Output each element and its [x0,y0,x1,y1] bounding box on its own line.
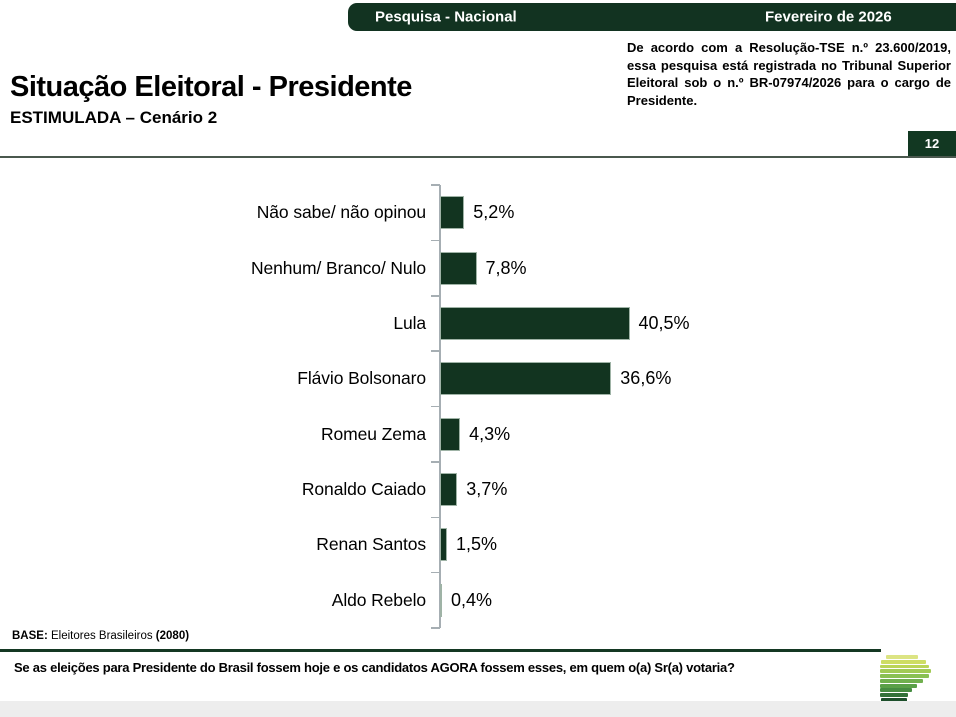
value-label: 4,3% [469,423,511,444]
category-label: Nenhum/ Branco/ Nulo [250,257,426,278]
logo-stripe [881,698,907,702]
chart-row: Flávio Bolsonaro 36,6% [0,351,956,406]
bar [440,417,461,451]
page-subtitle: ESTIMULADA – Cenário 2 [10,108,218,127]
value-label: 5,2% [473,202,515,223]
logo-stripe [886,655,918,659]
category-label: Aldo Rebelo [331,589,426,610]
value-label: 40,5% [638,312,690,333]
bar [440,473,458,507]
header-bar: Pesquisa - Nacional Fevereiro de 2026 [348,3,956,31]
bar [440,306,630,340]
category-label: Lula [393,312,426,333]
base-note-prefix: BASE: [12,630,48,642]
footer-divider [0,649,881,652]
page-title: Situação Eleitoral - Presidente [10,71,412,103]
logo-stripe [881,659,926,664]
axis-tick [431,350,440,352]
bar [440,583,442,617]
bar [440,251,477,285]
bar [440,362,612,396]
bar [440,528,447,562]
base-note: BASE: Eleitores Brasileiros (2080) [12,630,189,642]
axis-tick [431,295,440,297]
category-label: Romeu Zema [320,423,426,444]
base-note-population: Eleitores Brasileiros [47,630,156,642]
axis-tick [431,405,440,408]
chart-row: Lula 40,5% [0,296,956,351]
base-note-count: (2080) [155,630,190,642]
category-label: Flávio Bolsonaro [297,368,426,389]
axis-tick [431,461,440,463]
header-date-label: Fevereiro de 2026 [765,8,892,26]
tse-registration-note: De acordo com a Resolução-TSE n.º 23.600… [627,40,951,108]
survey-question: Se as eleições para Presidente do Brasil… [14,660,735,675]
value-label: 7,8% [485,257,527,278]
bar [440,196,465,230]
logo-stripe [880,683,917,688]
axis-tick [431,516,440,518]
logo-stripe [880,669,931,674]
chart-row: Aldo Rebelo 0,4% [0,573,956,628]
logo-stripe [880,664,929,669]
chart-row: Não sabe/ não opinou 5,2% [0,185,956,240]
value-label: 1,5% [456,534,498,555]
bottom-strip [0,701,956,717]
chart-row: Romeu Zema 4,3% [0,407,956,462]
category-label: Não sabe/ não opinou [256,202,426,223]
title-block: Situação Eleitoral - Presidente ESTIMULA… [10,71,412,128]
value-label: 3,7% [466,479,508,500]
category-label: Ronaldo Caiado [301,479,426,500]
logo-stripe [880,678,923,683]
title-divider [0,156,956,158]
page-number-badge: 12 [908,131,956,156]
axis-tick [431,184,440,186]
value-label: 0,4% [451,589,493,610]
value-label: 36,6% [620,368,672,389]
header-survey-label: Pesquisa - Nacional [375,8,517,26]
axis-tick [431,627,440,629]
axis-tick [431,239,440,242]
chart-row: Renan Santos 1,5% [0,517,956,572]
category-label: Renan Santos [316,534,426,555]
logo-stripe [880,688,912,693]
chart-row: Ronaldo Caiado 3,7% [0,462,956,517]
chart-row: Nenhum/ Branco/ Nulo 7,8% [0,240,956,295]
bar-chart: Não sabe/ não opinou 5,2% Nenhum/ Branco/ … [0,184,956,629]
logo-stripe [880,674,929,679]
axis-tick [431,571,440,574]
logo-stripe [880,693,908,698]
parana-pesquisas-logo [880,655,940,703]
